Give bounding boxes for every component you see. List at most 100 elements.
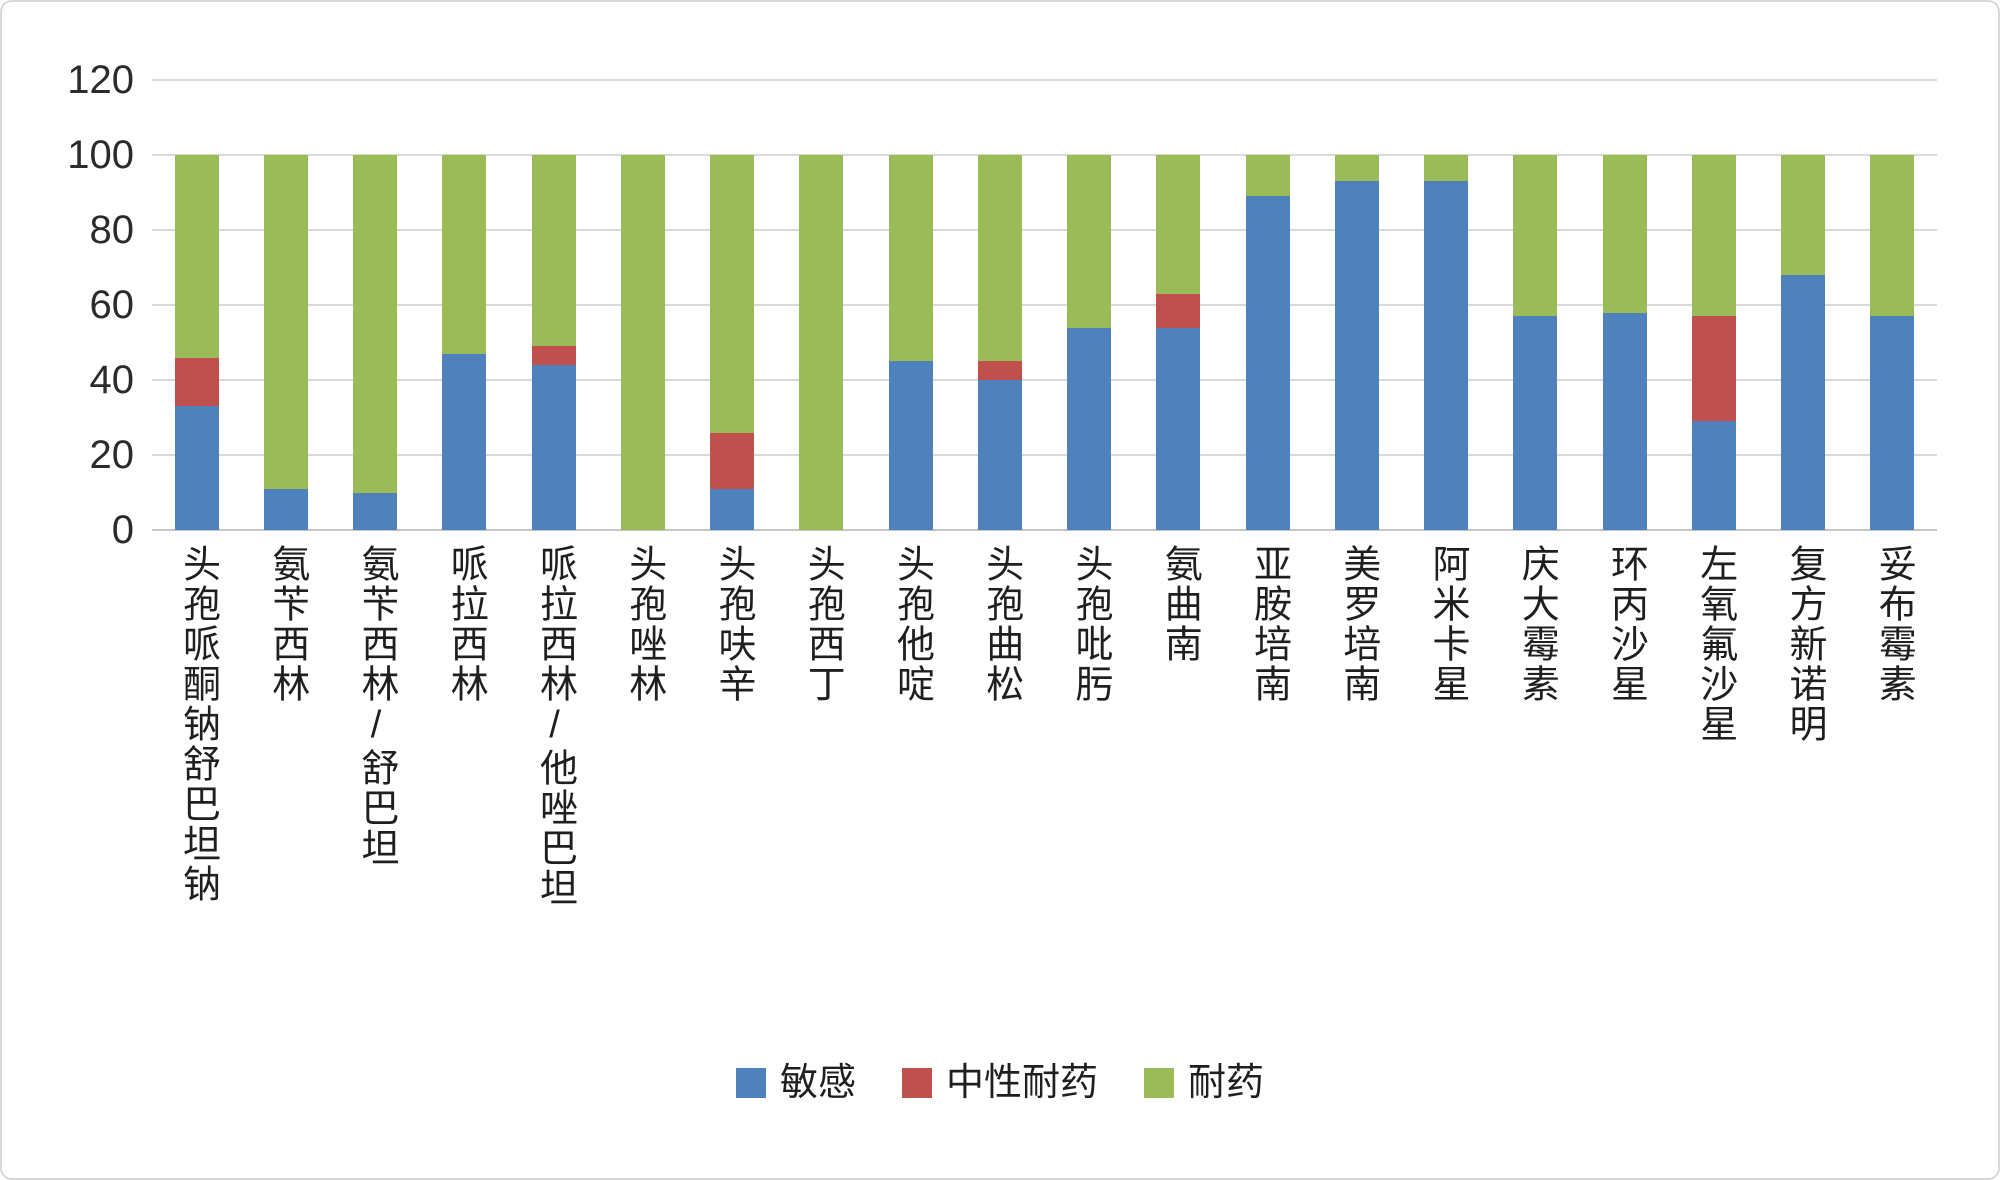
bar-2 — [241, 80, 330, 530]
bar-segment-sensitive — [1424, 181, 1469, 530]
legend-swatch-icon — [735, 1068, 766, 1098]
x-label-slot: 头孢吡肟 — [1045, 544, 1134, 908]
bar-segment-sensitive — [1691, 421, 1736, 530]
bar-segment-intermediate — [1156, 293, 1201, 328]
bar-segment-intermediate — [531, 346, 576, 365]
legend-item-sensitive: 敏感 — [735, 1064, 856, 1102]
bar-1 — [152, 80, 241, 530]
x-label-slot: 哌拉西林 — [420, 544, 509, 908]
x-label-slot: 左氧氟沙星 — [1669, 544, 1758, 908]
bar-segment-sensitive — [353, 492, 398, 530]
bar-20 — [1848, 80, 1937, 530]
bar-13 — [1223, 80, 1312, 530]
legend-item-intermediate: 中性耐药 — [901, 1062, 1098, 1104]
stacked-bar — [1156, 155, 1201, 530]
stacked-bar — [353, 155, 398, 530]
bar-7 — [688, 80, 777, 530]
x-axis-category-label: 左氧氟沙星 — [1693, 544, 1736, 744]
stacked-bar — [442, 155, 487, 530]
bar-segment-resistant — [710, 155, 755, 433]
x-label-slot: 环丙沙星 — [1580, 544, 1669, 908]
bar-4 — [420, 80, 509, 530]
bar-segment-resistant — [1067, 155, 1112, 328]
x-axis-category-label: 亚胺培南 — [1247, 544, 1290, 704]
stacked-bar — [1334, 155, 1379, 530]
x-axis-category-label: 头孢他啶 — [890, 544, 933, 704]
bar-segment-sensitive — [710, 488, 755, 530]
bar-segment-resistant — [442, 155, 487, 354]
bar-9 — [866, 80, 955, 530]
stacked-bar — [1870, 155, 1915, 530]
bar-17 — [1580, 80, 1669, 530]
x-label-slot: 头孢呋辛 — [688, 544, 777, 908]
bar-segment-resistant — [1691, 155, 1736, 317]
bar-segment-resistant — [1156, 155, 1201, 294]
gridline-100 — [152, 154, 1937, 156]
bar-segment-resistant — [888, 155, 933, 362]
bar-segment-intermediate — [1691, 316, 1736, 422]
bar-segment-sensitive — [1334, 181, 1379, 530]
bar-segment-resistant — [353, 155, 398, 493]
x-label-slot: 亚胺培南 — [1223, 544, 1312, 908]
x-label-slot: 阿米卡星 — [1402, 544, 1491, 908]
bar-segment-sensitive — [977, 380, 1022, 530]
gridlines — [152, 79, 1937, 531]
legend-label: 耐药 — [1188, 1062, 1265, 1104]
y-axis-tick-label: 20 — [89, 433, 135, 478]
x-axis-category-label: 头孢哌酮钠舒巴坦钠 — [176, 544, 219, 904]
x-label-slot: 头孢哌酮钠舒巴坦钠 — [152, 544, 241, 908]
y-axis-tick-label: 100 — [67, 133, 134, 177]
x-axis-category-label: 哌拉西林/他唑巴坦 — [533, 544, 576, 908]
stacked-bar — [710, 155, 755, 530]
bar-segment-sensitive — [174, 406, 219, 530]
x-axis-category-label: 庆大霉素 — [1515, 544, 1558, 704]
x-axis-category-label: 头孢曲松 — [979, 544, 1022, 704]
bar-19 — [1759, 80, 1848, 530]
bar-5 — [509, 80, 598, 530]
bar-segment-intermediate — [710, 432, 755, 489]
stacked-bar — [888, 155, 933, 530]
bar-8 — [777, 80, 866, 530]
stacked-bar — [263, 155, 308, 530]
bar-10 — [955, 80, 1044, 530]
stacked-bar — [1513, 155, 1558, 530]
gridline-20 — [152, 454, 1937, 457]
y-axis-tick-label: 40 — [89, 358, 135, 403]
x-axis-category-label: 氨曲南 — [1158, 544, 1201, 664]
bar-segment-resistant — [1870, 155, 1915, 317]
x-axis-category-label: 氨苄西林 — [265, 544, 308, 704]
x-axis-category-label: 环丙沙星 — [1604, 544, 1647, 704]
stacked-bar — [1067, 155, 1112, 530]
x-label-slot: 妥布霉素 — [1848, 544, 1937, 908]
y-axis-tick-label: 80 — [89, 208, 135, 253]
legend-item-resistant: 耐药 — [1144, 1064, 1264, 1102]
x-label-slot: 头孢曲松 — [955, 544, 1044, 908]
plot-area — [152, 79, 1937, 531]
gridline-0 — [152, 529, 1937, 531]
bar-segment-resistant — [1424, 155, 1469, 182]
x-axis-category-label: 复方新诺明 — [1783, 544, 1826, 744]
bar-segment-sensitive — [1156, 327, 1201, 530]
bar-segment-resistant — [1245, 155, 1290, 197]
bar-segment-resistant — [531, 155, 576, 347]
x-axis-category-label: 氨苄西林/舒巴坦 — [355, 544, 398, 868]
bar-segment-resistant — [1513, 155, 1558, 317]
x-label-slot: 头孢唑林 — [598, 544, 687, 908]
bar-segment-sensitive — [1870, 316, 1915, 530]
x-label-slot: 头孢西丁 — [777, 544, 866, 908]
stacked-bar — [620, 155, 665, 530]
x-axis-category-label: 妥布霉素 — [1872, 544, 1915, 704]
bar-3 — [331, 80, 420, 530]
bar-segment-resistant — [174, 155, 219, 358]
bar-segment-sensitive — [1781, 275, 1826, 530]
x-axis-category-label: 哌拉西林 — [444, 544, 487, 704]
bar-6 — [598, 80, 687, 530]
x-axis-labels: 头孢哌酮钠舒巴坦钠 氨苄西林 氨苄西林/舒巴坦 哌拉西林 哌拉西林/他唑巴坦 头孢唑林 头孢… — [152, 544, 1937, 908]
bar-segment-resistant — [620, 155, 665, 530]
y-axis-tick-label: 60 — [89, 283, 135, 327]
x-axis-category-label: 头孢吡肟 — [1069, 544, 1112, 704]
bar-15 — [1402, 80, 1491, 530]
stacked-bar — [1245, 155, 1290, 530]
legend-label: 中性耐药 — [945, 1062, 1098, 1104]
